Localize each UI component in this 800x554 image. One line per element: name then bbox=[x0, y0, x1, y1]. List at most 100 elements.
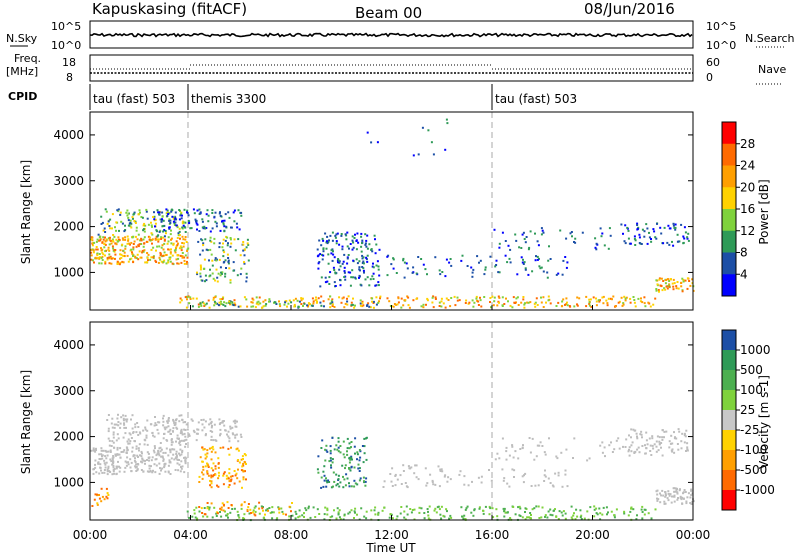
range-cell bbox=[327, 479, 330, 482]
range-cell bbox=[117, 208, 120, 211]
range-cell bbox=[242, 517, 245, 520]
range-cell bbox=[505, 450, 508, 453]
range-cell bbox=[101, 241, 104, 244]
range-cell bbox=[177, 234, 180, 237]
range-cell bbox=[184, 226, 187, 229]
range-cell bbox=[205, 455, 208, 458]
range-cell bbox=[224, 305, 227, 308]
range-cell bbox=[247, 506, 250, 509]
range-cell bbox=[509, 517, 512, 519]
range-cell bbox=[357, 463, 360, 466]
range-cell bbox=[257, 303, 260, 306]
range-cell bbox=[422, 306, 425, 309]
range-cell bbox=[428, 505, 431, 508]
range-cell bbox=[333, 448, 336, 451]
range-cell bbox=[593, 515, 596, 518]
range-cell bbox=[682, 491, 685, 494]
range-cell bbox=[127, 239, 130, 242]
range-cell bbox=[120, 220, 123, 223]
range-cell bbox=[145, 240, 148, 243]
range-cell bbox=[214, 220, 217, 223]
range-cell bbox=[440, 505, 443, 508]
range-cell bbox=[119, 456, 122, 459]
range-cell bbox=[673, 226, 676, 229]
range-cell bbox=[342, 475, 344, 478]
y-tick-label: 4000 bbox=[53, 128, 84, 142]
range-cell bbox=[373, 509, 376, 512]
range-cell bbox=[334, 272, 337, 275]
range-cell bbox=[683, 441, 686, 444]
range-cell bbox=[638, 236, 641, 239]
range-cell bbox=[219, 298, 222, 301]
range-cell bbox=[221, 421, 224, 424]
range-cell bbox=[378, 274, 381, 277]
range-cell bbox=[673, 437, 676, 440]
range-cell bbox=[172, 216, 175, 219]
range-cell bbox=[682, 242, 685, 245]
range-cell bbox=[146, 217, 149, 220]
range-cell bbox=[307, 302, 310, 305]
range-cell bbox=[662, 242, 665, 245]
range-cell bbox=[324, 281, 327, 284]
range-cell bbox=[623, 295, 626, 298]
range-cell bbox=[501, 304, 504, 307]
range-cell bbox=[207, 466, 210, 468]
range-cell bbox=[507, 300, 509, 303]
range-cell bbox=[415, 297, 418, 300]
range-cell bbox=[333, 269, 336, 271]
range-cell bbox=[174, 469, 177, 471]
range-cell bbox=[175, 419, 177, 421]
range-cell bbox=[185, 306, 188, 309]
range-cell bbox=[176, 262, 179, 265]
power-colorbar-label: Power [dB] bbox=[757, 179, 771, 244]
range-cell bbox=[139, 239, 142, 242]
range-cell bbox=[498, 246, 501, 249]
range-cell bbox=[168, 226, 171, 229]
range-cell bbox=[112, 441, 115, 444]
range-cell bbox=[524, 507, 527, 510]
range-cell bbox=[395, 303, 398, 306]
range-cell bbox=[643, 235, 646, 238]
range-cell bbox=[658, 278, 661, 281]
range-cell bbox=[106, 468, 109, 471]
range-cell bbox=[178, 247, 181, 250]
range-cell bbox=[449, 258, 452, 260]
range-cell bbox=[415, 464, 418, 467]
range-cell bbox=[331, 298, 334, 301]
range-cell bbox=[215, 259, 218, 262]
range-cell bbox=[365, 517, 368, 520]
range-cell bbox=[90, 248, 93, 251]
range-cell bbox=[605, 299, 608, 302]
range-cell bbox=[342, 440, 345, 443]
range-cell bbox=[297, 516, 300, 519]
range-cell bbox=[183, 256, 186, 259]
range-cell bbox=[378, 300, 380, 303]
range-cell bbox=[366, 303, 369, 306]
range-cell bbox=[529, 230, 532, 233]
range-cell bbox=[158, 213, 160, 216]
range-cell bbox=[163, 433, 165, 435]
range-cell bbox=[484, 268, 487, 271]
range-cell bbox=[324, 459, 327, 462]
range-cell bbox=[232, 420, 235, 423]
range-cell bbox=[103, 246, 106, 249]
range-cell bbox=[366, 234, 369, 237]
range-cell bbox=[249, 508, 252, 511]
range-cell bbox=[234, 474, 237, 477]
range-cell bbox=[690, 494, 693, 496]
range-cell bbox=[421, 126, 424, 129]
range-cell bbox=[589, 298, 592, 301]
range-cell bbox=[101, 251, 104, 254]
range-cell bbox=[660, 494, 663, 497]
range-cell bbox=[119, 213, 122, 216]
range-cell bbox=[223, 471, 226, 474]
range-cell bbox=[434, 507, 437, 510]
range-cell bbox=[423, 512, 426, 514]
range-cell bbox=[213, 506, 216, 509]
range-cell bbox=[636, 448, 639, 451]
range-cell bbox=[389, 513, 392, 516]
range-cell bbox=[640, 433, 643, 436]
range-cell bbox=[150, 224, 153, 227]
range-cell bbox=[190, 418, 193, 421]
